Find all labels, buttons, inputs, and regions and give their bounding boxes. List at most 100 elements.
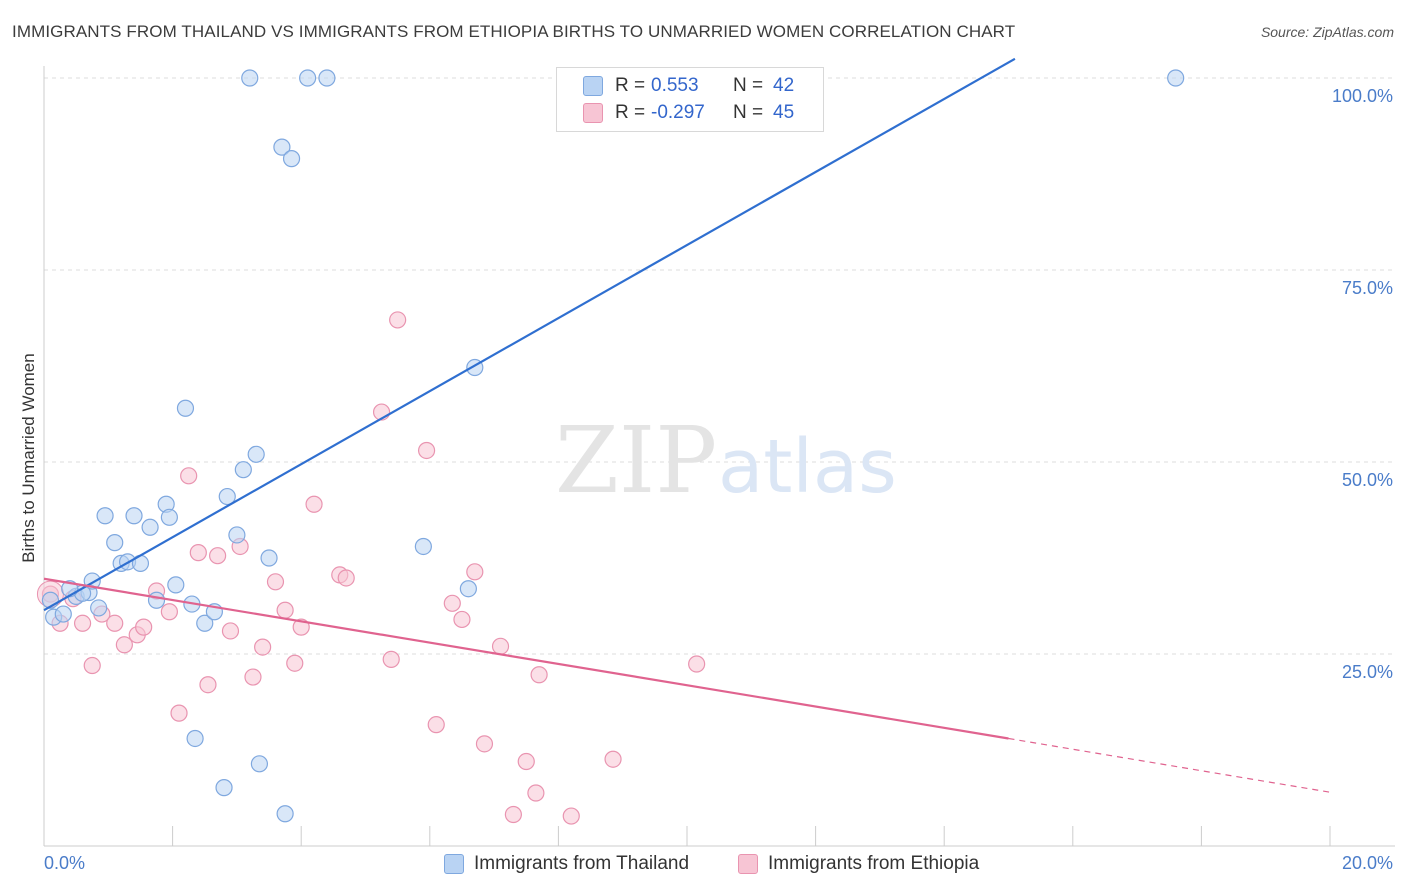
ethiopia-legend-swatch bbox=[738, 854, 758, 874]
data-point bbox=[389, 311, 407, 329]
x-tick-label: 0.0% bbox=[44, 853, 85, 873]
data-point bbox=[176, 399, 195, 417]
data-point bbox=[414, 537, 432, 556]
trend-line-ethiopia bbox=[43, 577, 1009, 740]
n-value-ethiopia: 45 bbox=[773, 102, 795, 123]
data-point bbox=[106, 614, 124, 632]
data-point bbox=[90, 599, 108, 617]
data-point bbox=[286, 654, 304, 672]
n-value-thailand: 42 bbox=[773, 75, 795, 96]
data-point bbox=[427, 716, 445, 734]
data-point bbox=[199, 676, 217, 694]
data-point bbox=[106, 534, 124, 552]
y-tick-label: 25.0% bbox=[1342, 662, 1393, 682]
gridlines bbox=[44, 77, 1395, 655]
data-point bbox=[221, 622, 240, 640]
n-label: N = bbox=[733, 102, 764, 123]
data-point bbox=[160, 508, 178, 526]
data-point bbox=[247, 445, 265, 463]
data-point bbox=[244, 668, 262, 686]
thailand-swatch bbox=[583, 76, 603, 96]
data-point bbox=[125, 507, 143, 525]
thailand-legend-swatch bbox=[444, 854, 464, 874]
data-point bbox=[170, 704, 188, 722]
source-label: Source: ZipAtlas.com bbox=[1260, 24, 1394, 40]
data-point bbox=[83, 656, 101, 675]
data-point bbox=[189, 544, 207, 562]
data-point bbox=[273, 138, 291, 156]
data-point bbox=[527, 784, 545, 802]
data-point bbox=[417, 441, 436, 460]
legend-row-thailand: R = 0.553 N = 42 bbox=[583, 73, 794, 99]
data-point bbox=[54, 605, 72, 623]
data-point bbox=[218, 487, 236, 506]
data-point bbox=[517, 752, 535, 771]
data-point bbox=[250, 755, 269, 773]
data-point bbox=[167, 576, 185, 594]
data-point bbox=[443, 594, 461, 612]
data-point bbox=[254, 638, 272, 656]
watermark-zip: ZIP bbox=[555, 407, 717, 514]
data-point bbox=[491, 637, 510, 655]
data-point bbox=[604, 750, 622, 768]
axes bbox=[43, 66, 1395, 847]
data-point bbox=[135, 618, 153, 636]
data-point bbox=[466, 563, 484, 581]
n-label: N = bbox=[733, 75, 764, 96]
stats-legend: R = 0.553 N = 42 R = -0.297 N = 45 bbox=[556, 67, 824, 132]
data-point bbox=[186, 729, 204, 748]
legend-label-ethiopia: Immigrants from Ethiopia bbox=[768, 853, 980, 874]
tick-labels: 25.0% 50.0% 75.0% 100.0% 0.0% 20.0% bbox=[44, 86, 1393, 873]
data-point bbox=[180, 467, 198, 485]
data-point bbox=[73, 614, 92, 632]
data-point bbox=[292, 618, 310, 636]
data-point bbox=[228, 526, 246, 544]
data-point bbox=[299, 69, 317, 87]
data-point bbox=[337, 569, 355, 587]
data-point bbox=[276, 805, 294, 823]
trend-line-thailand bbox=[43, 57, 1016, 612]
legend-label-thailand: Immigrants from Thailand bbox=[474, 853, 690, 874]
data-point bbox=[241, 69, 259, 87]
data-point bbox=[504, 805, 522, 824]
ethiopia-swatch bbox=[583, 103, 603, 123]
trend-line-ethiopia-extension bbox=[1008, 737, 1331, 793]
legend-row-ethiopia: R = -0.297 N = 45 bbox=[583, 100, 794, 126]
data-point bbox=[1167, 69, 1185, 87]
data-point bbox=[453, 610, 471, 629]
data-point bbox=[282, 150, 301, 168]
legend-item-thailand[interactable]: Immigrants from Thailand bbox=[444, 852, 689, 876]
data-point bbox=[530, 666, 548, 684]
data-point bbox=[141, 518, 159, 536]
data-point bbox=[305, 495, 323, 513]
r-label: R = bbox=[615, 75, 646, 96]
data-point bbox=[276, 601, 294, 619]
data-point bbox=[266, 573, 285, 591]
data-point bbox=[196, 614, 214, 632]
data-point bbox=[96, 507, 114, 525]
data-point bbox=[209, 547, 227, 565]
data-point bbox=[234, 461, 252, 479]
data-point bbox=[475, 735, 494, 753]
data-point bbox=[147, 591, 166, 609]
chart-title: IMMIGRANTS FROM THAILAND VS IMMIGRANTS F… bbox=[12, 22, 1016, 41]
data-point bbox=[459, 580, 477, 598]
y-axis-label: Births to Unmarried Women bbox=[19, 353, 38, 562]
data-point bbox=[318, 69, 336, 87]
r-value-ethiopia: -0.297 bbox=[651, 102, 705, 123]
legend-item-ethiopia[interactable]: Immigrants from Ethiopia bbox=[738, 852, 979, 876]
data-point bbox=[215, 779, 233, 797]
data-point bbox=[115, 636, 133, 654]
data-point bbox=[562, 807, 580, 825]
r-value-thailand: 0.553 bbox=[651, 75, 699, 96]
trend-lines bbox=[43, 57, 1331, 793]
x-tick-label: 20.0% bbox=[1342, 853, 1393, 873]
r-label: R = bbox=[615, 102, 646, 123]
y-tick-label: 75.0% bbox=[1342, 278, 1393, 298]
data-point bbox=[260, 549, 278, 567]
data-point bbox=[160, 603, 178, 621]
data-point bbox=[688, 655, 706, 673]
watermark-atlas: atlas bbox=[718, 424, 897, 510]
data-point bbox=[382, 650, 400, 668]
